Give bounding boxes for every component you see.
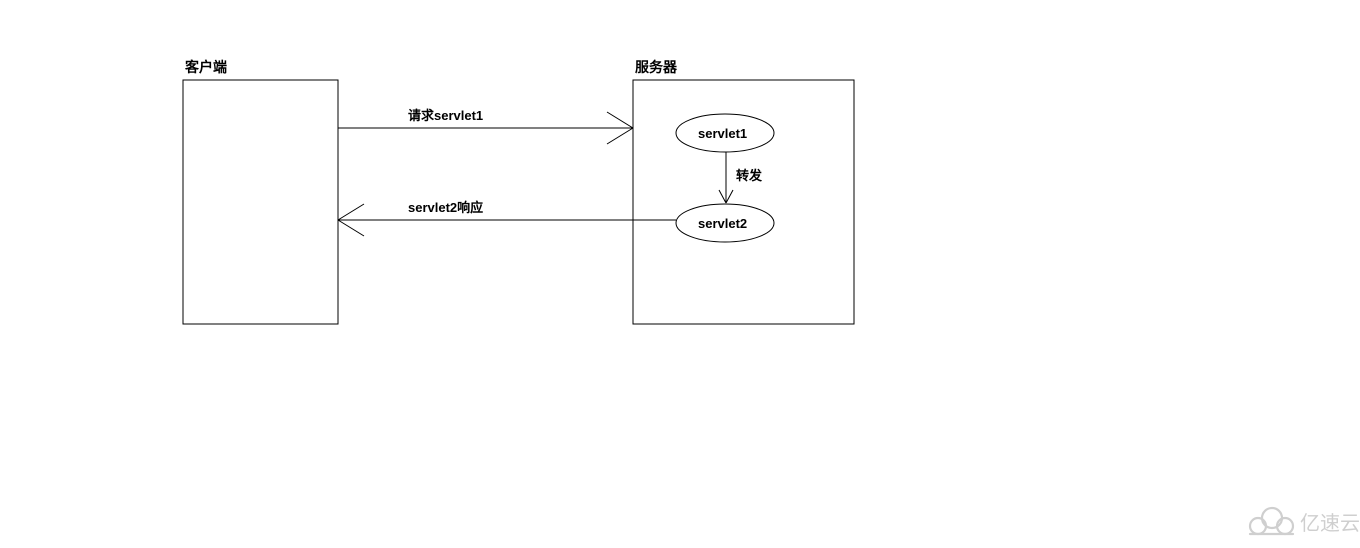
client-box — [183, 80, 338, 324]
servlet2-label: servlet2 — [698, 216, 747, 231]
watermark-text: 亿速云 — [1300, 512, 1360, 535]
response-label: servlet2响应 — [408, 200, 483, 215]
servlet1-label: servlet1 — [698, 126, 747, 141]
forward-arrow — [719, 152, 733, 203]
server-box — [633, 80, 854, 324]
diagram-canvas: 客户端 服务器 servlet1 servlet2 转发 请求servlet1 … — [0, 0, 1360, 548]
response-arrow — [338, 204, 676, 236]
server-title: 服务器 — [635, 59, 678, 75]
request-arrow — [338, 112, 633, 144]
request-label: 请求servlet1 — [408, 108, 483, 123]
forward-label: 转发 — [736, 168, 763, 183]
watermark: 亿速云 — [1250, 508, 1360, 535]
client-title: 客户端 — [184, 59, 227, 75]
